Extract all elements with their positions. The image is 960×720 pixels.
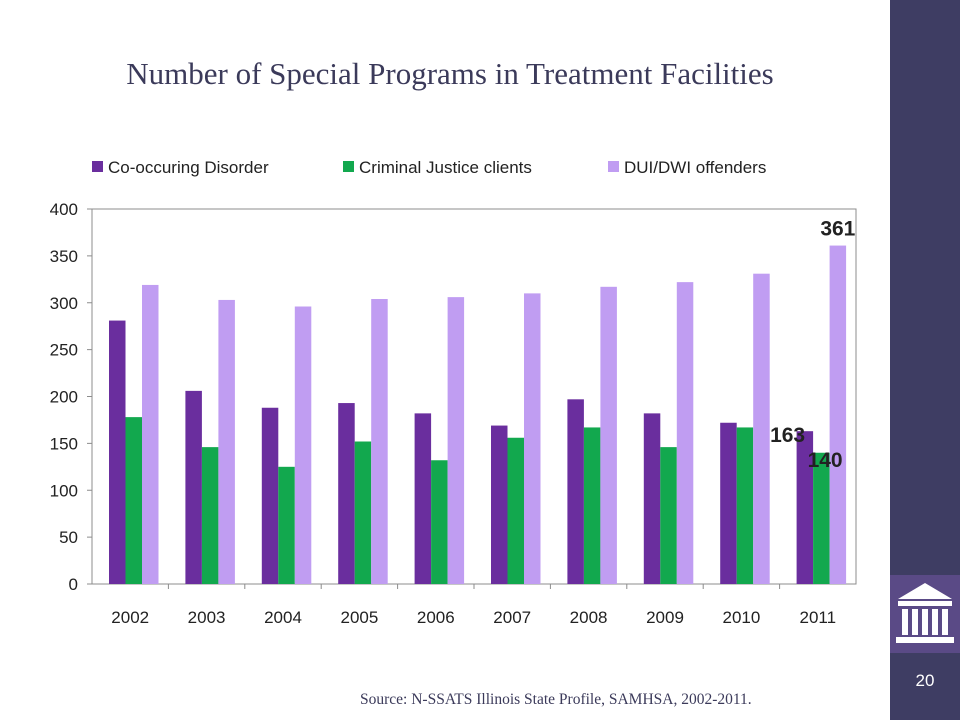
bar-2006-series-2 xyxy=(447,297,465,584)
y-tick-label: 0 xyxy=(69,575,78,594)
bar-2011-series-0 xyxy=(796,431,814,584)
x-tick-label: 2011 xyxy=(800,608,837,627)
bar-2005-series-1 xyxy=(354,441,372,584)
x-tick-label: 2007 xyxy=(493,608,531,627)
bar-2005-series-0 xyxy=(338,403,355,584)
bar-2008-series-2 xyxy=(600,286,617,584)
bar-2006-series-1 xyxy=(431,460,448,584)
bar-2005-series-2 xyxy=(371,299,388,584)
legend-label: Criminal Justice clients xyxy=(359,158,532,177)
legend-label: Co-occuring Disorder xyxy=(108,158,269,177)
bar-2006-series-0 xyxy=(414,413,432,584)
bar-2008-series-0 xyxy=(567,399,584,584)
bar-2010-series-0 xyxy=(720,422,737,584)
bar-2004-series-2 xyxy=(294,306,312,584)
bar-chart: 0 50 100 150 200 250 300 350 400 2002 2003 2004 2005… xyxy=(50,158,857,627)
data-label: 140 xyxy=(808,449,843,472)
legend-swatch xyxy=(92,161,103,172)
bar-2007-series-0 xyxy=(491,425,508,584)
bar-2008-series-1 xyxy=(583,427,601,584)
bar-2002-series-2 xyxy=(142,284,159,584)
x-tick-label: 2005 xyxy=(340,608,378,627)
y-tick-label: 200 xyxy=(50,388,78,407)
bar-2010-series-1 xyxy=(736,427,754,584)
bar-2003-series-2 xyxy=(218,299,235,584)
y-tick-label: 50 xyxy=(59,528,78,547)
y-tick-label: 350 xyxy=(50,247,78,266)
chart-title: Number of Special Programs in Treatment … xyxy=(126,56,774,91)
building-columns-icon xyxy=(896,583,954,643)
data-label: 163 xyxy=(770,424,805,447)
x-tick-label: 2004 xyxy=(264,608,302,627)
bar-2003-series-1 xyxy=(201,447,219,584)
bar-2007-series-2 xyxy=(524,293,541,584)
legend-label: DUI/DWI offenders xyxy=(624,158,766,177)
data-label: 361 xyxy=(820,218,855,241)
legend-swatch xyxy=(608,161,619,172)
y-tick-label: 300 xyxy=(50,294,78,313)
legend-swatch xyxy=(343,161,354,172)
bar-2003-series-0 xyxy=(185,390,202,584)
bar-2010-series-2 xyxy=(753,273,770,584)
bar-2004-series-1 xyxy=(278,466,295,584)
bar-2002-series-1 xyxy=(125,417,142,584)
page-number: 20 xyxy=(915,671,935,690)
bar-2002-series-0 xyxy=(109,320,126,584)
bar-2009-series-0 xyxy=(643,413,661,584)
y-tick-label: 100 xyxy=(50,481,78,500)
bar-2007-series-1 xyxy=(507,437,524,584)
y-tick-label: 250 xyxy=(50,341,78,360)
bar-2009-series-2 xyxy=(676,282,694,584)
bar-2009-series-1 xyxy=(660,447,677,584)
x-tick-label: 2008 xyxy=(570,608,608,627)
source-note: Source: N-SSATS Illinois State Profile, … xyxy=(360,691,752,708)
x-tick-label: 2006 xyxy=(417,608,455,627)
x-tick-label: 2010 xyxy=(722,608,760,627)
bar-2011-series-1 xyxy=(813,452,830,584)
x-tick-label: 2009 xyxy=(646,608,684,627)
x-tick-label: 2002 xyxy=(111,608,149,627)
bar-2011-series-2 xyxy=(829,245,847,584)
x-tick-label: 2003 xyxy=(188,608,226,627)
bar-2004-series-0 xyxy=(261,407,279,584)
y-tick-label: 150 xyxy=(50,434,78,453)
logo-box xyxy=(890,575,960,653)
y-tick-label: 400 xyxy=(50,200,78,219)
